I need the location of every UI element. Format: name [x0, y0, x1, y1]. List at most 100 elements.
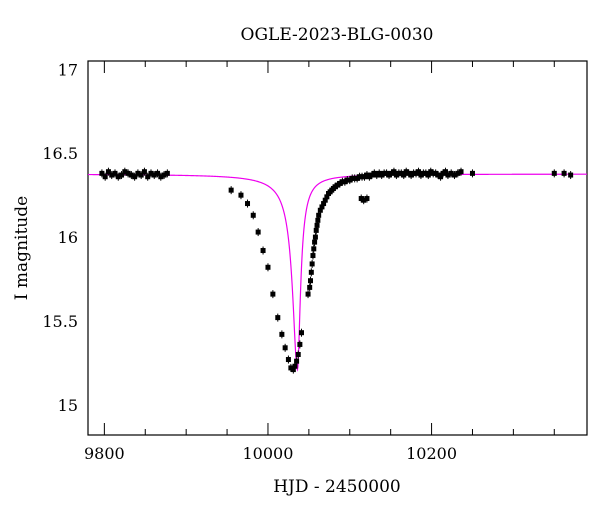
point-marker: [364, 196, 370, 202]
point-marker: [568, 172, 574, 178]
data-point: [309, 259, 315, 268]
point-marker: [151, 172, 157, 178]
data-point: [311, 244, 317, 253]
point-marker: [551, 170, 557, 176]
data-point: [294, 357, 300, 366]
x-tick-label: 10200: [406, 444, 457, 463]
point-marker: [102, 174, 108, 180]
data-point: [238, 191, 244, 200]
point-marker: [119, 172, 125, 178]
point-marker: [455, 170, 461, 176]
data-point: [455, 169, 461, 178]
point-marker: [158, 174, 164, 180]
point-marker: [361, 197, 367, 203]
data-point: [260, 246, 266, 255]
point-marker: [279, 331, 285, 337]
point-marker: [141, 169, 147, 175]
y-tick-label: 16: [58, 228, 78, 247]
point-marker: [238, 192, 244, 198]
model-curve: [88, 173, 587, 372]
point-marker: [321, 201, 327, 207]
data-point: [307, 283, 313, 292]
data-point: [115, 172, 121, 181]
point-marker: [299, 330, 305, 336]
data-point: [270, 290, 276, 299]
data-point: [125, 169, 131, 178]
data-point: [551, 169, 557, 178]
data-point: [109, 171, 115, 180]
point-marker: [307, 284, 313, 290]
data-point: [282, 343, 288, 352]
data-point: [364, 194, 370, 203]
data-point: [308, 268, 314, 277]
data-point: [305, 290, 311, 299]
point-marker: [122, 169, 128, 175]
data-point: [122, 167, 128, 176]
data-point: [145, 172, 151, 181]
data-point: [561, 169, 567, 178]
point-marker: [458, 169, 464, 175]
data-point: [105, 167, 111, 176]
plot-area: [88, 167, 587, 374]
point-marker: [125, 170, 131, 176]
data-point: [448, 169, 454, 178]
data-point: [279, 330, 285, 339]
chart-title: OGLE-2023-BLG-0030: [241, 25, 434, 45]
point-marker: [250, 212, 256, 218]
data-point: [245, 199, 251, 208]
point-marker: [316, 212, 322, 218]
plot-frame: [87, 60, 588, 436]
data-point: [297, 340, 303, 349]
y-tick-label: 15.5: [42, 312, 78, 331]
point-marker: [309, 261, 315, 267]
point-marker: [322, 197, 328, 203]
y-tick-label: 15: [58, 396, 78, 415]
y-tick-label: 17: [58, 60, 78, 79]
point-marker: [295, 351, 301, 357]
point-marker: [292, 363, 298, 369]
point-marker: [275, 315, 281, 321]
data-point: [135, 169, 141, 178]
point-marker: [145, 174, 151, 180]
point-marker: [148, 170, 154, 176]
point-marker: [255, 229, 261, 235]
point-marker: [297, 341, 303, 347]
data-point: [299, 328, 305, 337]
data-point: [308, 276, 314, 285]
point-marker: [161, 172, 167, 178]
point-marker: [290, 367, 296, 373]
data-point: [119, 171, 125, 180]
data-point: [132, 172, 138, 181]
data-point: [151, 171, 157, 180]
data-point: [161, 171, 167, 180]
data-point: [265, 263, 271, 272]
point-marker: [315, 217, 321, 223]
point-marker: [265, 264, 271, 270]
point-marker: [310, 253, 316, 259]
data-point: [275, 313, 281, 322]
axis-ticks: [103, 61, 555, 435]
point-marker: [312, 234, 318, 240]
point-marker: [138, 172, 144, 178]
data-point: [155, 169, 161, 178]
data-point: [285, 355, 291, 364]
data-point: [312, 233, 318, 242]
data-point: [458, 167, 464, 176]
point-marker: [285, 357, 291, 363]
axis-tick-labels: 9800 10000 10200 15 15.5 16 16.5 17: [42, 60, 457, 463]
data-point: [141, 167, 147, 176]
point-marker: [324, 194, 330, 200]
point-marker: [109, 172, 115, 178]
point-marker: [115, 174, 121, 180]
point-marker: [561, 170, 567, 176]
point-marker: [438, 174, 444, 180]
point-marker: [164, 170, 170, 176]
point-marker: [308, 278, 314, 284]
data-point: [99, 169, 105, 178]
point-marker: [314, 222, 320, 228]
point-marker: [317, 207, 323, 213]
point-marker: [294, 358, 300, 364]
x-axis-label: HJD - 2450000: [273, 477, 401, 497]
point-marker: [128, 172, 134, 178]
point-marker: [132, 174, 138, 180]
